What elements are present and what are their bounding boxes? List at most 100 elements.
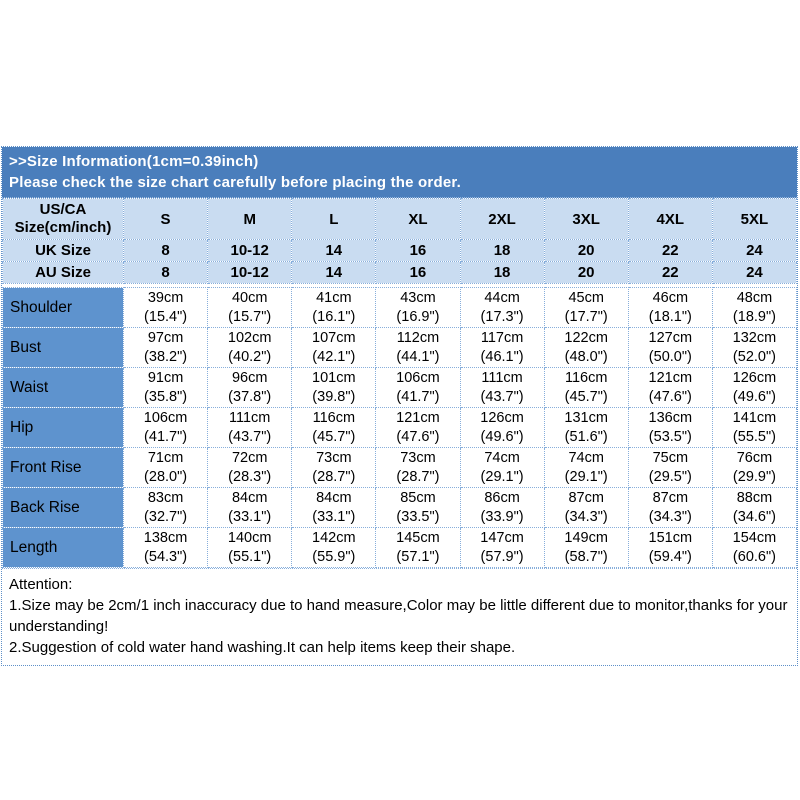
measurement-cell: 83cm (32.7") — [122, 487, 209, 528]
size-value-cell: 18 — [459, 239, 545, 262]
measurement-cm: 106cm — [143, 409, 188, 426]
measurement-label: Back Rise — [2, 487, 124, 528]
measurement-cell: 141cm (55.5") — [711, 407, 798, 448]
measurement-cell: 138cm (54.3") — [122, 527, 209, 568]
size-table-header-row: US/CA Size(cm/inch) S M L XL 2XL 3XL 4XL 5XL — [2, 198, 798, 240]
measurement-inch: (48.0") — [564, 348, 608, 365]
measurement-inch: (16.1") — [312, 308, 356, 325]
measurement-inch: (28.3") — [228, 468, 272, 485]
measurement-cm: 102cm — [227, 329, 272, 346]
size-value-cell: 18 — [459, 261, 545, 284]
attention-note-1: 1.Size may be 2cm/1 inch inaccuracy due … — [9, 597, 788, 635]
measurement-cm: 72cm — [231, 449, 268, 466]
measurement-cm: 131cm — [564, 409, 608, 426]
measurement-cm: 142cm — [312, 529, 356, 546]
measurement-cm: 87cm — [568, 489, 604, 506]
size-value-cell: 10-12 — [207, 261, 293, 284]
measurement-inch: (55.9") — [312, 548, 356, 565]
size-value-cell: 22 — [627, 239, 713, 262]
measurement-cell: 48cm (18.9") — [711, 287, 798, 328]
measurement-label: Shoulder — [2, 287, 124, 328]
measurement-inch: (33.1") — [228, 508, 272, 525]
measurement-cell: 73cm (28.7") — [291, 447, 377, 488]
measurement-cm: 83cm — [147, 489, 184, 506]
measurement-cm: 43cm — [400, 289, 436, 306]
size-column-header: 3XL — [543, 198, 629, 240]
size-value-cell: 24 — [711, 261, 798, 284]
measurement-cell: 91cm (35.8") — [122, 367, 209, 408]
measurement-cell: 149cm (58.7") — [543, 527, 629, 568]
measurement-row: Waist 91cm (35.8") 96cm (37.8") 101cm (39.8") 1… — [2, 367, 798, 408]
measurement-cm: 149cm — [564, 529, 608, 546]
measurement-inch: (50.0") — [648, 348, 692, 365]
measurement-inch: (44.1") — [396, 348, 440, 365]
measurement-cell: 87cm (34.3") — [627, 487, 713, 528]
measurement-inch: (58.7") — [564, 548, 608, 565]
measurement-cm: 126cm — [480, 409, 524, 426]
banner-subtitle: Please check the size chart carefully be… — [9, 174, 461, 191]
measurement-inch: (49.6") — [480, 428, 524, 445]
measurement-cm: 151cm — [648, 529, 693, 546]
measurement-cell: 112cm (44.1") — [375, 327, 461, 368]
measurement-inch: (39.8") — [312, 388, 356, 405]
measurement-cm: 74cm — [484, 449, 520, 466]
measurement-cm: 136cm — [648, 409, 693, 426]
measurement-cell: 106cm (41.7") — [375, 367, 461, 408]
measurement-inch: (57.1") — [396, 548, 440, 565]
measurement-cm: 111cm — [229, 409, 271, 426]
measurement-cm: 71cm — [147, 449, 184, 466]
measurement-inch: (45.7") — [312, 428, 356, 445]
measurement-cm: 40cm — [231, 289, 268, 306]
size-row: AU Size 8 10-12 14 16 18 20 22 24 — [2, 261, 798, 284]
measurement-cell: 84cm (33.1") — [291, 487, 377, 528]
measurement-cm: 147cm — [480, 529, 524, 546]
measurement-inch: (33.5") — [396, 508, 440, 525]
measurement-cell: 71cm (28.0") — [122, 447, 209, 488]
measurement-inch: (53.5") — [648, 428, 692, 445]
corner-header-line2: Size(cm/inch) — [14, 219, 112, 236]
measurement-cell: 140cm (55.1") — [207, 527, 293, 568]
measurement-cell: 39cm (15.4") — [122, 287, 209, 328]
measurement-cell: 76cm (29.9") — [711, 447, 798, 488]
measurement-cm: 116cm — [312, 409, 356, 426]
measurement-label: Length — [2, 527, 124, 568]
measurement-cell: 86cm (33.9") — [459, 487, 545, 528]
measurement-cell: 131cm (51.6") — [543, 407, 629, 448]
measurement-cell: 121cm (47.6") — [627, 367, 713, 408]
measurement-inch: (41.7") — [396, 388, 440, 405]
measurement-cell: 101cm (39.8") — [291, 367, 377, 408]
measurement-cm: 111cm — [481, 369, 523, 386]
measurement-cm: 88cm — [736, 489, 773, 506]
measurement-cm: 84cm — [231, 489, 268, 506]
measurement-inch: (28.0") — [144, 468, 188, 485]
size-table: US/CA Size(cm/inch) S M L XL 2XL 3XL 4XL 5XL UK… — [2, 198, 798, 568]
measurement-inch: (35.8") — [144, 388, 188, 405]
measurement-row: Hip 106cm (41.7") 111cm (43.7") 116cm (45.7") 1… — [2, 407, 798, 448]
measurement-inch: (43.7") — [228, 428, 272, 445]
measurement-cm: 73cm — [400, 449, 436, 466]
measurement-inch: (28.7") — [312, 468, 356, 485]
measurement-row: Length 138cm (54.3") 140cm (55.1") 142cm (55.9… — [2, 527, 798, 568]
measurement-cm: 112cm — [396, 329, 440, 346]
measurement-cell: 116cm (45.7") — [291, 407, 377, 448]
measurement-cell: 127cm (50.0") — [627, 327, 713, 368]
measurement-cm: 45cm — [568, 289, 604, 306]
measurement-cm: 75cm — [652, 449, 689, 466]
measurement-cm: 46cm — [652, 289, 689, 306]
measurement-cm: 117cm — [480, 329, 524, 346]
measurement-inch: (15.7") — [228, 308, 272, 325]
measurement-inch: (51.6") — [564, 428, 608, 445]
measurement-cell: 126cm (49.6") — [459, 407, 545, 448]
measurement-inch: (37.8") — [228, 388, 272, 405]
size-column-header: L — [291, 198, 377, 240]
corner-header-line1: US/CA — [39, 201, 87, 218]
measurement-cell: 74cm (29.1") — [543, 447, 629, 488]
size-column-header: XL — [375, 198, 461, 240]
attention-block: Attention: 1.Size may be 2cm/1 inch inac… — [2, 568, 797, 665]
size-column-header: M — [207, 198, 293, 240]
measurement-cm: 154cm — [732, 529, 777, 546]
measurement-cm: 91cm — [147, 369, 184, 386]
measurement-inch: (29.1") — [564, 468, 608, 485]
measurement-inch: (29.1") — [480, 468, 524, 485]
size-chart-panel: >>Size Information(1cm=0.39inch) Please … — [1, 146, 798, 666]
